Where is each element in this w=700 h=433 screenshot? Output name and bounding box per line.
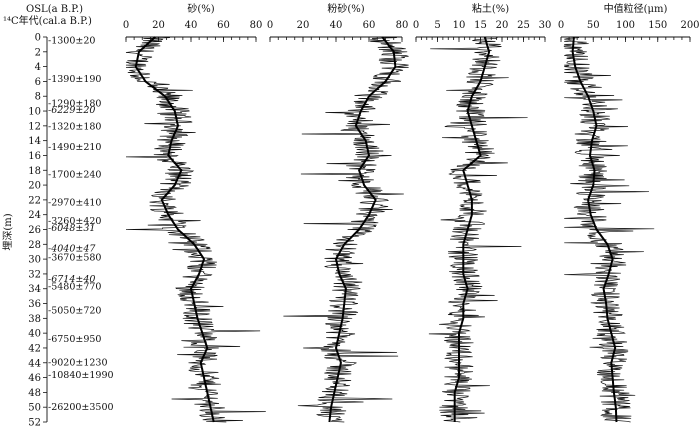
panel-median: 中值粒径(μm) 0 50 100 150 200 [558,2,700,423]
panel-tick-label: 80 [396,20,409,31]
age-label: -26200±3500 [48,402,114,413]
panel-sand: 砂(%) 0 20 40 60 80 [123,2,266,423]
age-label: -1390±190 [48,74,101,85]
age-label: -6048±31 [48,223,95,234]
depth-tick-label: 20 [28,181,41,192]
panel-tick-label: 30 [539,20,552,31]
age-label: -1490±210 [48,142,101,153]
age-label: -1700±240 [48,169,101,180]
panel-tick-label: 40 [330,20,343,31]
depth-tick-label: 42 [28,343,41,354]
depth-tick-label: 24 [28,210,41,221]
panel-tick-label: 20 [496,20,509,31]
age-label: -4040±47 [48,244,96,255]
panel-tick-label: 60 [217,20,230,31]
age-label: -1290±180 [48,98,101,109]
depth-tick-label: 4 [35,62,41,73]
depth-tick-label: 38 [28,314,41,325]
depth-axis-label: 埋深(m) [2,213,14,250]
depth-tick-label: 2 [35,47,41,58]
age-label: -9020±1230 [48,358,108,369]
age-label: -3260±420 [48,216,101,227]
panel-tick-label: 20 [152,20,165,31]
panel-tick-label: 10 [453,20,466,31]
depth-tick-label: 44 [28,358,41,369]
panel-tick-label: 25 [517,20,530,31]
panel-silt: 粉砂(%) 0 20 40 60 80 [267,2,409,423]
depth-tick-label: 48 [28,388,41,399]
panel-tick-label: 0 [413,20,419,31]
depth-tick-label: 34 [28,284,41,295]
depth-axis: 0246810121416182022242628303234363840424… [28,33,48,429]
age-label: -10840±1990 [48,370,114,381]
depth-tick-label: 30 [28,255,41,266]
age-label: -6750±950 [48,334,101,345]
depth-tick-label: 22 [28,195,41,206]
age-label: -1320±180 [48,121,101,132]
depth-tick-label: 28 [28,240,41,251]
panel-tick-label: 150 [648,20,667,31]
panel-title: 粘土(%) [472,2,509,15]
age-label: -6229±20 [48,105,95,116]
age-label: -5050±720 [48,306,101,317]
osl-header: OSL(a B.P.) [26,4,83,15]
depth-tick-label: 14 [28,136,41,147]
panel-tick-label: 0 [267,20,273,31]
age-label: -3670±580 [48,252,101,263]
panel-raw-series [563,36,655,423]
depth-tick-label: 36 [28,299,41,310]
panel-clay: 粘土(%) 0 5 10 15 20 25 30 [413,2,552,423]
panel-title: 砂(%) [187,2,214,15]
panel-tick-label: 15 [474,20,487,31]
panel-raw-series [283,36,409,423]
depth-tick-label: 18 [28,166,41,177]
depth-tick-label: 12 [28,121,41,132]
panel-tick-label: 40 [185,20,198,31]
panel-tick-label: 0 [123,20,129,31]
depth-tick-label: 0 [35,33,41,44]
panel-raw-series [125,36,266,423]
age-labels: -1300±20 -1390±190 -1290±180-6229±20 -1320±… [48,35,114,412]
depth-tick-label: 10 [28,107,41,118]
age-label: -6714±40 [48,274,95,285]
depth-tick-label: 26 [28,225,41,236]
panel-tick-label: 5 [434,20,440,31]
panels: 砂(%) 0 20 40 60 80 粉砂(%) 0 20 40 60 80 粘土(%) 0 5 10 15 20… [123,2,700,423]
depth-tick-label: 16 [28,151,41,162]
panel-smooth-series [453,36,491,422]
panel-smooth-series [571,36,618,423]
depth-tick-label: 46 [28,373,41,384]
panel-title: 粉砂(%) [327,2,364,15]
panel-tick-label: 50 [587,20,600,31]
depth-tick-label: 32 [28,269,41,280]
age-label: -1300±20 [48,35,95,46]
panel-tick-label: 100 [616,20,635,31]
panel-tick-label: 60 [363,20,376,31]
depth-tick-label: 52 [28,418,41,429]
depth-tick-label: 6 [35,77,41,88]
panel-tick-label: 80 [250,20,263,31]
age-label: -2970±410 [48,198,101,209]
depth-tick-label: 50 [28,403,41,414]
panel-tick-label: 0 [558,20,564,31]
depth-tick-label: 40 [28,329,41,340]
panel-smooth-series [134,36,215,423]
panel-raw-series [428,36,528,423]
depth-tick-label: 8 [35,92,41,103]
panel-tick-label: 20 [297,20,310,31]
panel-title: 中值粒径(μm) [604,2,668,15]
panel-smooth-series [328,36,397,423]
c14-header: ¹⁴C年代(cal.a B.P.) [3,14,92,27]
panel-tick-label: 200 [680,20,699,31]
age-label: -5480±770 [48,281,101,292]
